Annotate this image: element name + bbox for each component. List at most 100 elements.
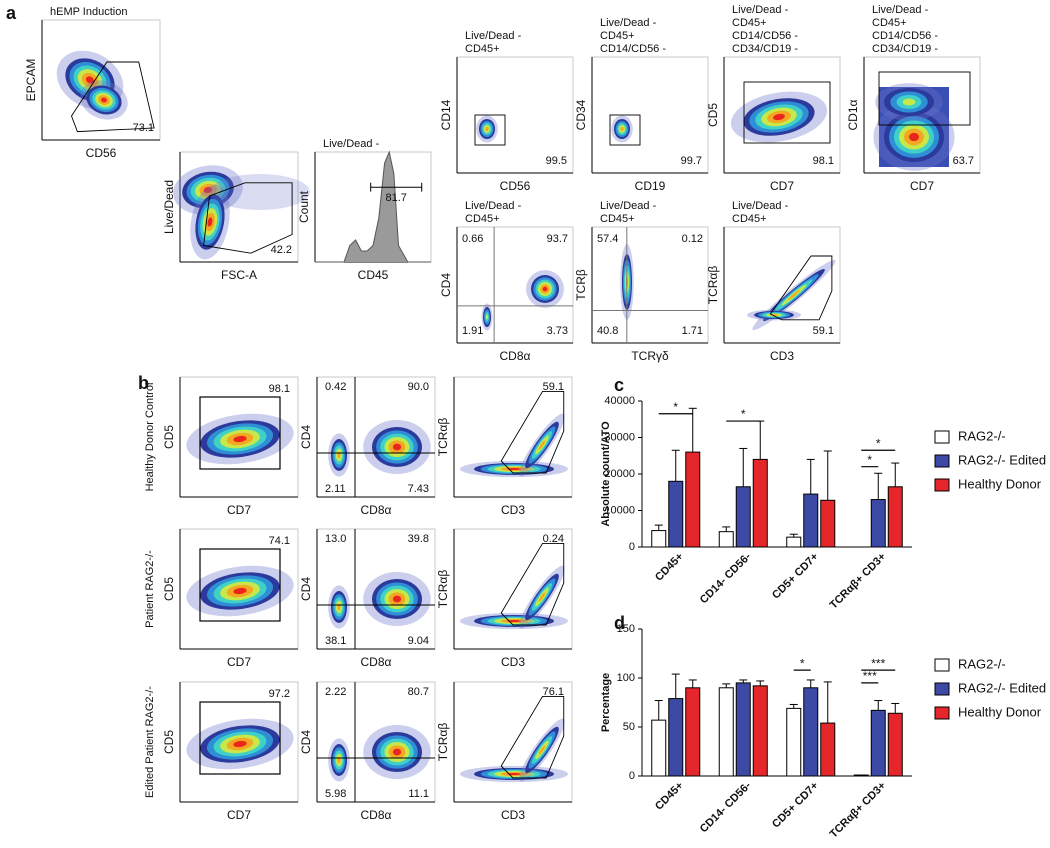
density xyxy=(233,740,247,748)
x-label: CD19 xyxy=(635,179,666,193)
bar xyxy=(735,682,751,777)
x-tick-label: CD5+ CD7+ xyxy=(770,551,821,602)
y-tick-label: 20000 xyxy=(604,468,635,480)
density xyxy=(538,440,546,450)
gate-value: 99.5 xyxy=(546,155,567,167)
x-label: CD3 xyxy=(770,349,794,363)
gate-value: 73.1 xyxy=(133,122,154,134)
plot-title: hEMP Induction xyxy=(50,6,127,18)
gate-value: 76.1 xyxy=(543,686,564,698)
gate-value: 81.7 xyxy=(385,192,406,204)
y-label: CD34 xyxy=(574,99,588,130)
gate xyxy=(769,255,833,321)
gate xyxy=(878,71,971,126)
gate-value: 1.91 xyxy=(462,325,483,337)
gate-value: 98.1 xyxy=(269,383,290,395)
x-label: CD8α xyxy=(361,503,392,517)
y-label: Count xyxy=(297,190,311,223)
density xyxy=(85,76,95,84)
legend-label: RAG2-/- Edited xyxy=(958,452,1046,467)
gate-value: 9.04 xyxy=(408,635,429,647)
gate xyxy=(199,701,281,775)
plot-title: CD34/CD19 - xyxy=(872,43,938,55)
density xyxy=(909,132,919,142)
gate-value: 90.0 xyxy=(408,381,429,393)
range-gate xyxy=(370,182,423,192)
density xyxy=(233,435,247,443)
bar xyxy=(735,486,751,548)
bar xyxy=(685,687,701,777)
gate-value: 0.12 xyxy=(682,233,703,245)
plot-title: CD14/CD56 - xyxy=(872,30,938,42)
legend-label: RAG2-/- xyxy=(958,428,1006,443)
y-tick-label: 150 xyxy=(617,623,635,635)
y-label: TCRαβ xyxy=(436,418,450,457)
x-label: CD7 xyxy=(227,808,251,822)
plot-title: Live/Dead - xyxy=(732,200,789,212)
legend-swatch xyxy=(934,706,950,720)
y-tick-label: 0 xyxy=(629,770,635,782)
bar xyxy=(718,531,734,548)
plot-title: CD45+ xyxy=(732,213,767,225)
y-tick-label: 30000 xyxy=(604,431,635,443)
gate-value: 42.2 xyxy=(271,244,292,256)
panel-label: d xyxy=(614,613,625,633)
gate xyxy=(474,114,506,146)
legend-swatch xyxy=(934,430,950,444)
density xyxy=(207,217,213,227)
plot-title: CD45+ xyxy=(872,17,907,29)
density xyxy=(773,113,785,121)
bar xyxy=(820,722,836,777)
plot-title: Live/Dead - xyxy=(465,200,522,212)
gate xyxy=(70,61,155,133)
gate-value: 59.1 xyxy=(543,381,564,393)
y-tick-label: 10000 xyxy=(604,504,635,516)
bar xyxy=(870,709,886,777)
significance-label: * xyxy=(867,453,872,467)
bar xyxy=(820,499,836,548)
plot-title: Live/Dead - xyxy=(600,17,657,29)
density xyxy=(620,127,624,131)
x-tick-label: CD45+ xyxy=(653,780,686,813)
x-label: CD7 xyxy=(227,503,251,517)
plot-title: Live/Dead - xyxy=(872,4,929,16)
significance-label: * xyxy=(876,436,881,450)
legend-label: RAG2-/- xyxy=(958,656,1006,671)
y-tick-label: 100 xyxy=(617,672,635,684)
gate-value: 2.22 xyxy=(325,686,346,698)
gate-value: 0.24 xyxy=(543,533,564,545)
gate-value: 40.8 xyxy=(597,325,618,337)
density xyxy=(392,748,402,756)
bar xyxy=(752,458,768,548)
row-label: Patient RAG2-/- xyxy=(144,550,156,628)
gate-value: 11.1 xyxy=(408,788,429,800)
plot-title: CD45+ xyxy=(732,17,767,29)
density xyxy=(392,595,402,603)
y-axis-label: Absolute count/ATO xyxy=(600,421,612,527)
row-label: Healthy Donor Control xyxy=(144,383,156,492)
panel-label: b xyxy=(138,373,149,393)
significance-label: * xyxy=(800,656,805,670)
legend-swatch xyxy=(934,478,950,492)
legend-label: RAG2-/- Edited xyxy=(958,680,1046,695)
gate xyxy=(203,182,293,254)
density xyxy=(542,286,548,292)
significance-label: * xyxy=(741,407,746,421)
bar xyxy=(887,486,903,548)
bar xyxy=(887,712,903,777)
y-label: CD4 xyxy=(299,730,313,754)
plot-title: Live/Dead - xyxy=(732,4,789,16)
gate-value: 93.7 xyxy=(547,233,568,245)
gate xyxy=(500,695,565,779)
bar xyxy=(803,687,819,777)
gate-value: 39.8 xyxy=(408,533,429,545)
x-label: CD7 xyxy=(910,179,934,193)
x-tick-label: TCRαβ+ CD3+ xyxy=(828,551,889,612)
panel-label: c xyxy=(614,375,624,395)
y-label: Live/Dead xyxy=(162,180,176,234)
density xyxy=(507,620,521,622)
plot-title: Live/Dead - xyxy=(323,138,380,150)
plot-title: CD45+ xyxy=(600,30,635,42)
x-tick-label: CD45+ xyxy=(653,551,686,584)
